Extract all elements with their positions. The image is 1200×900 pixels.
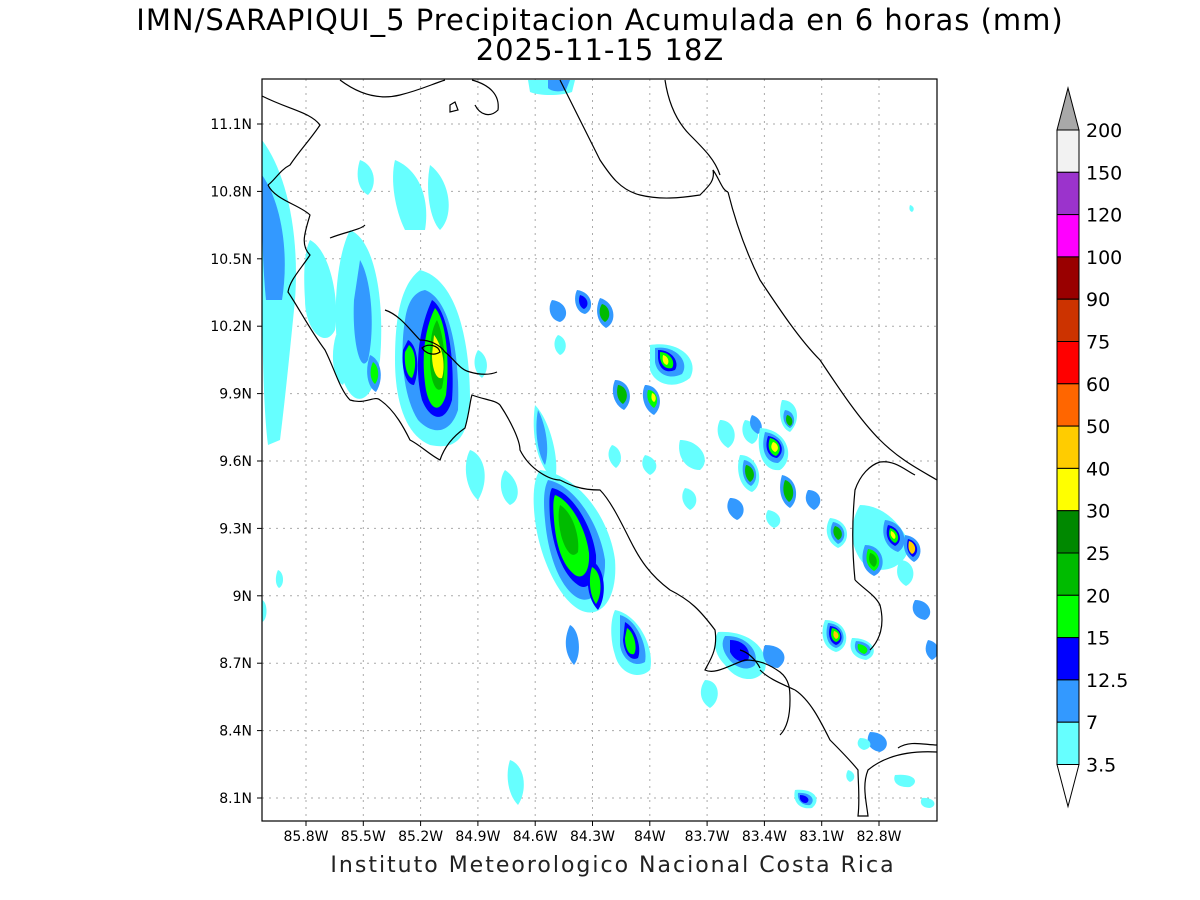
lon-tick-label: 83.7W bbox=[685, 829, 730, 845]
lat-tick-label: 9.3N bbox=[219, 521, 252, 537]
lat-tick-label: 8.1N bbox=[219, 791, 252, 807]
colorbar-label: 25 bbox=[1086, 543, 1110, 565]
lat-tick-label: 10.5N bbox=[210, 252, 252, 268]
colorbar-label: 20 bbox=[1086, 585, 1110, 607]
lon-tick-label: 83.4W bbox=[742, 829, 787, 845]
lat-tick-label: 9.9N bbox=[219, 387, 252, 403]
colorbar-swatch bbox=[1056, 510, 1080, 554]
colorbar-swatch bbox=[1056, 256, 1080, 300]
lon-tick-label: 84W bbox=[634, 829, 666, 845]
lon-tick-label: 85.5W bbox=[341, 829, 386, 845]
colorbar-label: 15 bbox=[1086, 628, 1110, 650]
colorbar-label: 100 bbox=[1086, 247, 1122, 269]
colorbar-label: 50 bbox=[1086, 416, 1110, 438]
colorbar-label: 7 bbox=[1086, 712, 1098, 734]
lon-tick-label: 83.1W bbox=[799, 829, 844, 845]
lat-tick-label: 11.1N bbox=[210, 117, 252, 133]
colorbar-swatch bbox=[1056, 383, 1080, 427]
latitude-axis: 11.1N 10.8N 10.5N 10.2N 9.9N 9.6N 9.3N 9N 8.7N 8.… bbox=[210, 117, 262, 807]
lat-tick-label: 10.2N bbox=[210, 319, 252, 335]
map-datetime: 2025-11-15 18Z bbox=[475, 33, 725, 67]
colorbar-legend: 200 150 120 100 90 75 60 50 40 30 25 20 15 12.5 7 3.5 bbox=[1056, 86, 1128, 809]
lat-tick-label: 9N bbox=[233, 589, 252, 605]
colorbar-label: 3.5 bbox=[1086, 755, 1116, 777]
lon-tick-label: 85.2W bbox=[398, 829, 443, 845]
plot-area bbox=[262, 79, 937, 821]
lon-tick-label: 84.3W bbox=[570, 829, 615, 845]
colorbar-swatch bbox=[1056, 637, 1080, 681]
colorbar-swatch bbox=[1056, 171, 1080, 216]
colorbar-swatch bbox=[1056, 594, 1080, 639]
lat-tick-label: 10.8N bbox=[210, 184, 252, 200]
lat-tick-label: 8.7N bbox=[219, 656, 252, 672]
colorbar-label: 150 bbox=[1086, 162, 1122, 184]
colorbar-swatch bbox=[1056, 679, 1080, 723]
colorbar-swatch bbox=[1056, 341, 1080, 385]
colorbar-bottom-arrow bbox=[1056, 764, 1080, 809]
colorbar-swatch bbox=[1056, 129, 1080, 173]
lon-tick-label: 82.8W bbox=[856, 829, 901, 845]
lat-tick-label: 9.6N bbox=[219, 454, 252, 470]
plot-frame bbox=[261, 78, 938, 822]
lon-tick-label: 85.8W bbox=[283, 829, 328, 845]
colorbar-label: 75 bbox=[1086, 332, 1110, 354]
colorbar-label: 60 bbox=[1086, 374, 1110, 396]
colorbar-swatch bbox=[1056, 721, 1080, 766]
colorbar-label: 12.5 bbox=[1086, 670, 1128, 692]
longitude-axis: 85.8W 85.5W 85.2W 84.9W 84.6W 84.3W 84W 83.7W 83… bbox=[283, 821, 902, 845]
colorbar-label: 40 bbox=[1086, 458, 1110, 480]
colorbar-swatch bbox=[1056, 425, 1080, 469]
colorbar-swatch bbox=[1056, 214, 1080, 258]
colorbar-label: 120 bbox=[1086, 205, 1122, 227]
colorbar-label: 30 bbox=[1086, 501, 1110, 523]
colorbar-swatch bbox=[1056, 467, 1080, 512]
coastline bbox=[262, 79, 937, 817]
colorbar-label: 90 bbox=[1086, 289, 1110, 311]
lon-tick-label: 84.9W bbox=[455, 829, 500, 845]
colorbar-top-arrow bbox=[1056, 86, 1080, 131]
footer-credit: Instituto Meteorologico Nacional Costa R… bbox=[330, 853, 896, 878]
colorbar-swatch bbox=[1056, 552, 1080, 596]
lat-tick-label: 8.4N bbox=[219, 724, 252, 740]
colorbar-label: 200 bbox=[1086, 120, 1122, 142]
lon-tick-label: 84.6W bbox=[513, 829, 558, 845]
map-title: IMN/SARAPIQUI_5 Precipitacion Acumulada … bbox=[136, 3, 1064, 37]
precipitation-field bbox=[262, 80, 937, 809]
colorbar-swatch bbox=[1056, 298, 1080, 343]
